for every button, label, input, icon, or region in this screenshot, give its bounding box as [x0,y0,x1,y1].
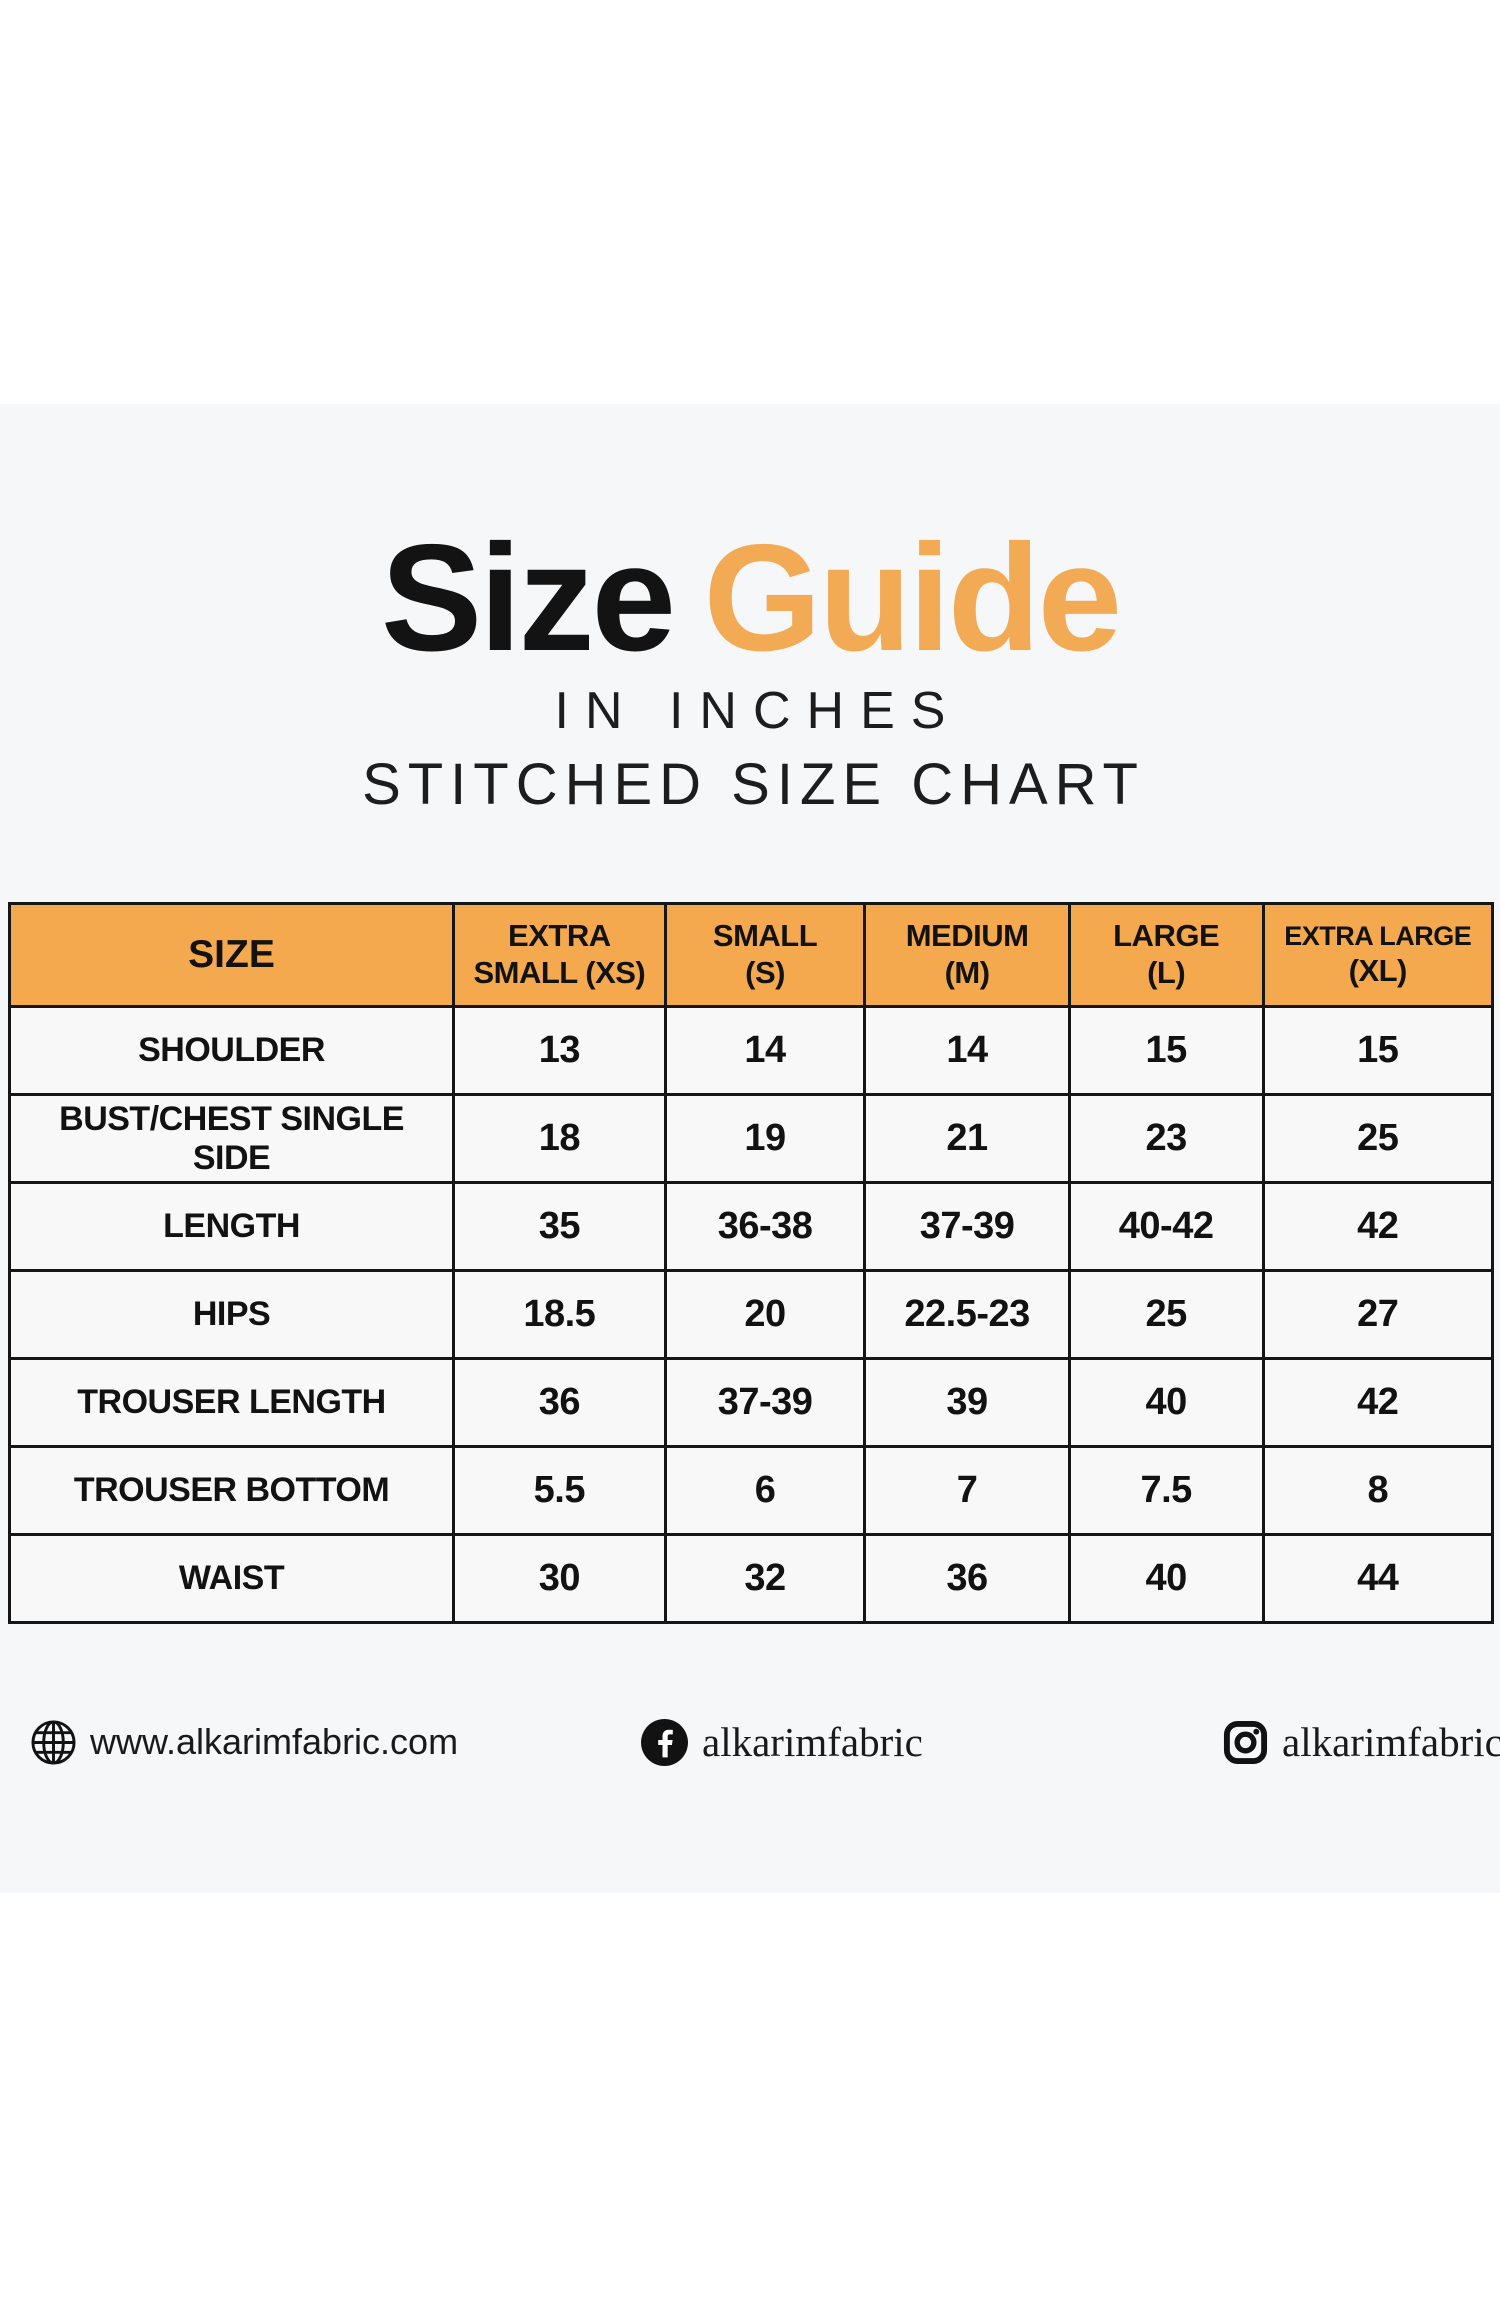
cell-value: 25 [1067,1272,1262,1357]
facebook-link[interactable]: alkarimfabric [640,1710,923,1774]
cell-value: 42 [1261,1184,1491,1269]
row-label: TROUSER LENGTH [77,1383,386,1421]
header-cell-extra-large: EXTRA LARGE (XL) [1261,905,1491,1005]
cell-value: 13 [452,1008,664,1093]
cell-value: 36 [452,1360,664,1445]
instagram-label: alkarimfabrics [1282,1719,1500,1765]
table-row-waist: WAIST 30 32 36 40 44 [11,1533,1491,1621]
header-cell-size: SIZE [11,905,452,1005]
cell-value: 40 [1067,1360,1262,1445]
table-row-trouser-length: TROUSER LENGTH 36 37-39 39 40 42 [11,1357,1491,1445]
table-header-row: SIZE EXTRA SMALL (XS) SMALL (S) MEDIUM (… [11,905,1491,1005]
header-label: SMALL (XS) [473,955,646,990]
header-label: EXTRA LARGE [1284,920,1472,951]
cell-value: 36-38 [663,1184,864,1269]
cell-value: 18.5 [452,1272,664,1357]
cell-value: 5.5 [452,1448,664,1533]
cell-value: 25 [1261,1096,1491,1181]
cell-value: 37-39 [863,1184,1067,1269]
header-label: LARGE [1113,918,1220,954]
cell-value: 14 [663,1008,864,1093]
header-cell-large: LARGE (L) [1067,905,1262,1005]
cell-value: 19 [663,1096,864,1181]
cell-value: 8 [1261,1448,1491,1533]
row-label: HIPS [192,1295,271,1333]
header-label: SIZE [188,932,275,976]
website-label: www.alkarimfabric.com [90,1721,459,1762]
cell-value: 21 [863,1096,1067,1181]
table-row-hips: HIPS 18.5 20 22.5-23 25 27 [11,1269,1491,1357]
size-chart-table: SIZE EXTRA SMALL (XS) SMALL (S) MEDIUM (… [8,902,1494,1624]
cell-value: 14 [863,1008,1067,1093]
subtitle-stitched-size-chart: STITCHED SIZE CHART [362,751,1145,817]
cell-value: 35 [452,1184,664,1269]
row-label: SHOULDER [138,1031,325,1069]
cell-value: 23 [1067,1096,1262,1181]
footer: www.alkarimfabric.com alkarimfabric alka… [0,1710,1500,1774]
cell-value: 7 [863,1448,1067,1533]
header-cell-extra-small: EXTRA SMALL (XS) [452,905,664,1005]
cell-value: 15 [1067,1008,1262,1093]
row-label: WAIST [178,1559,285,1597]
cell-value: 42 [1261,1360,1491,1445]
facebook-icon [641,1718,688,1766]
table-row-trouser-bottom: TROUSER BOTTOM 5.5 6 7 7.5 8 [11,1445,1491,1533]
header-label: SMALL [712,918,818,954]
title-block: Size Guide IN INCHES STITCHED SIZE CHART [0,522,1500,818]
cell-value: 37-39 [663,1360,864,1445]
cell-value: 39 [863,1360,1067,1445]
cell-value: 20 [663,1272,864,1357]
page-title: Size Guide [0,522,1500,674]
facebook-label: alkarimfabric [702,1719,923,1765]
header-cell-medium: MEDIUM (M) [863,905,1067,1005]
header-label: (XL) [1348,952,1408,988]
background-band: Size Guide IN INCHES STITCHED SIZE CHART … [0,404,1500,1893]
globe-icon [31,1719,76,1765]
header-label: (S) [745,955,785,990]
table-row-shoulder: SHOULDER 13 14 14 15 15 [11,1005,1491,1093]
subtitle-in-inches: IN INCHES [554,682,962,740]
row-label: BUST/CHEST SINGLE SIDE [59,1099,404,1177]
cell-value: 40 [1067,1536,1262,1621]
header-label: EXTRA [508,918,611,954]
table-row-bust-chest: BUST/CHEST SINGLE SIDE 18 19 21 23 25 [11,1093,1491,1181]
cell-value: 40-42 [1067,1184,1262,1269]
title-word-guide: Guide [703,513,1122,683]
cell-value: 36 [863,1536,1067,1621]
cell-value: 22.5-23 [863,1272,1067,1357]
instagram-icon [1223,1720,1268,1764]
row-label: TROUSER BOTTOM [73,1471,390,1509]
row-label: LENGTH [163,1207,300,1245]
instagram-link[interactable]: alkarimfabrics [1222,1710,1500,1774]
website-link[interactable]: www.alkarimfabric.com [30,1710,458,1774]
cell-value: 30 [452,1536,664,1621]
header-cell-small: SMALL (S) [663,905,864,1005]
cell-value: 15 [1261,1008,1491,1093]
cell-value: 7.5 [1067,1448,1262,1533]
cell-value: 6 [663,1448,864,1533]
cell-value: 27 [1261,1272,1491,1357]
title-word-size: Size [380,513,676,683]
header-label: (L) [1147,955,1186,990]
cell-value: 44 [1261,1536,1491,1621]
header-label: (M) [944,955,990,990]
cell-value: 32 [663,1536,864,1621]
cell-value: 18 [452,1096,664,1181]
header-label: MEDIUM [905,918,1029,954]
table-row-length: LENGTH 35 36-38 37-39 40-42 42 [11,1181,1491,1269]
